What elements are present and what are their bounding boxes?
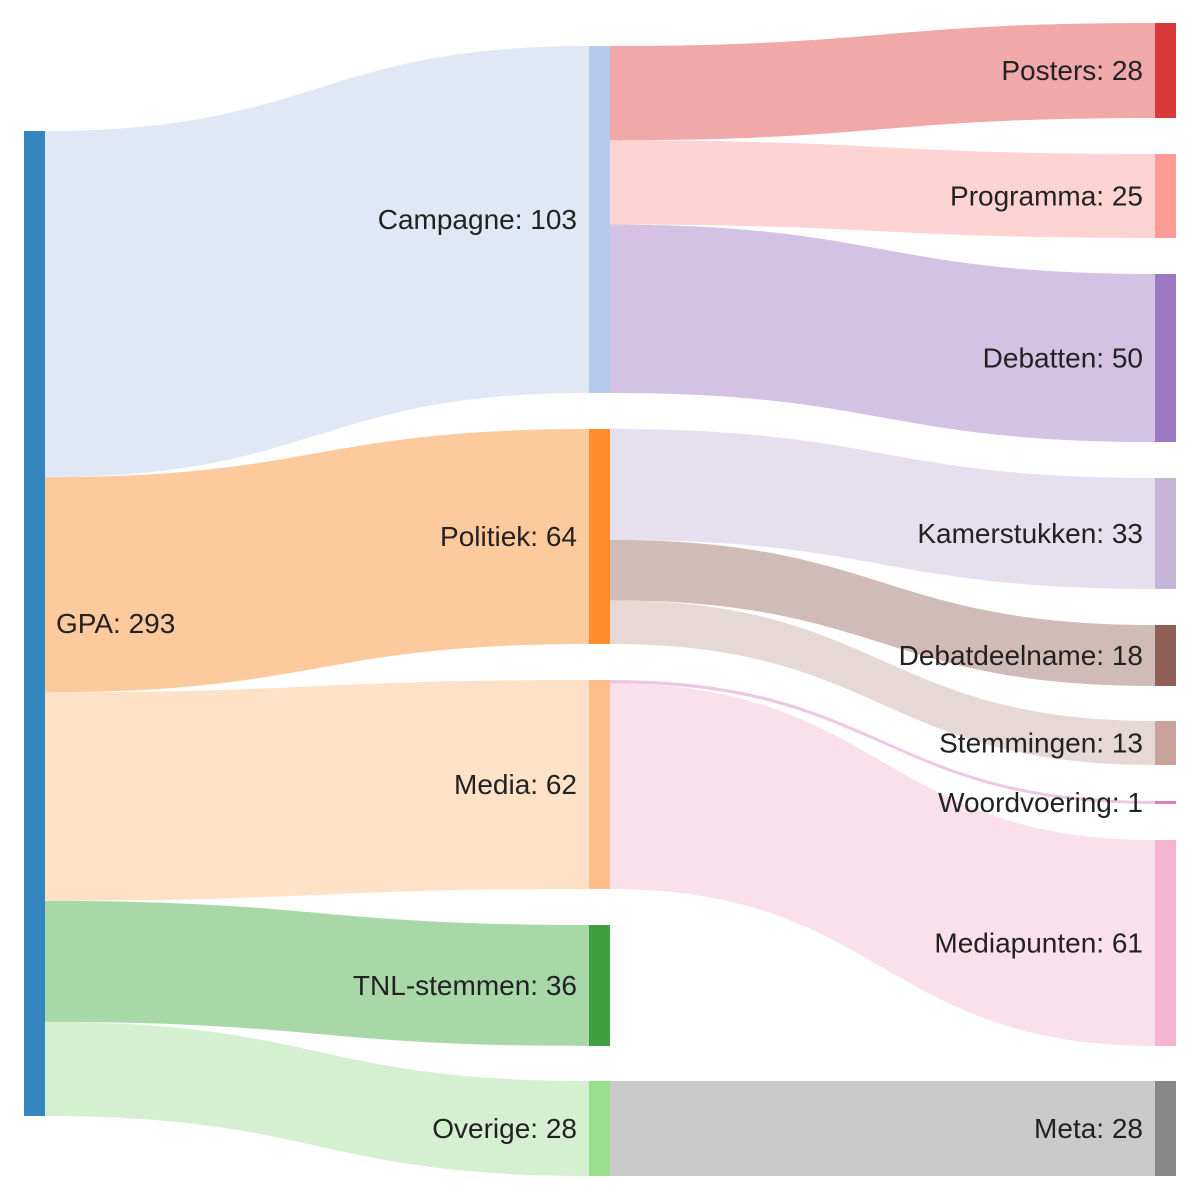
node-label-campagne: Campagne: 103 (378, 204, 577, 235)
node-woordvoering (1155, 801, 1176, 804)
node-gpa (24, 131, 45, 1116)
node-label-overige: Overige: 28 (432, 1113, 577, 1144)
node-label-stemmingen: Stemmingen: 13 (939, 728, 1143, 759)
link-gpa-to-politiek (45, 429, 589, 693)
node-debatdeelname (1155, 625, 1176, 686)
node-label-woordvoering: Woordvoering: 1 (938, 787, 1143, 818)
node-label-media: Media: 62 (454, 769, 577, 800)
node-label-politiek: Politiek: 64 (440, 521, 577, 552)
node-mediapunten (1155, 840, 1176, 1046)
link-media-to-woordvoering (610, 680, 1155, 804)
link-gpa-to-tnl-stemmen (45, 900, 589, 1046)
node-label-posters: Posters: 28 (1001, 55, 1143, 86)
link-campagne-to-posters (610, 23, 1155, 141)
node-media (589, 680, 610, 889)
node-kamerstukken (1155, 478, 1176, 589)
link-gpa-to-media (45, 680, 589, 901)
node-tnl-stemmen (589, 925, 610, 1046)
link-campagne-to-programma (610, 140, 1155, 238)
node-meta (1155, 1081, 1176, 1176)
node-posters (1155, 23, 1176, 118)
node-label-gpa: GPA: 293 (56, 608, 175, 639)
link-media-to-mediapunten (610, 683, 1155, 1046)
link-politiek-to-kamerstukken (610, 429, 1155, 589)
link-politiek-to-stemmingen (610, 600, 1155, 765)
node-stemmingen (1155, 721, 1176, 765)
link-overige-to-meta (610, 1081, 1155, 1176)
node-overige (589, 1081, 610, 1176)
node-label-mediapunten: Mediapunten: 61 (934, 928, 1143, 959)
node-label-kamerstukken: Kamerstukken: 33 (917, 518, 1143, 549)
sankey-nodes (24, 23, 1176, 1176)
node-label-debatten: Debatten: 50 (983, 343, 1143, 374)
link-gpa-to-overige (45, 1021, 589, 1176)
sankey-labels: GPA: 293 Campagne: 103 Politiek: 64 Media: … (56, 55, 1143, 1144)
node-programma (1155, 154, 1176, 238)
node-label-programma: Programma: 25 (950, 181, 1143, 212)
link-campagne-to-debatten (610, 224, 1155, 442)
node-politiek (589, 429, 610, 644)
node-label-meta: Meta: 28 (1034, 1113, 1143, 1144)
node-label-debatdeelname: Debatdeelname: 18 (899, 640, 1143, 671)
link-politiek-to-debatdeelname (610, 539, 1155, 686)
node-debatten (1155, 274, 1176, 442)
node-campagne (589, 46, 610, 393)
link-gpa-to-campagne (45, 46, 589, 478)
sankey-links (45, 23, 1155, 1176)
node-label-tnl-stemmen: TNL-stemmen: 36 (353, 970, 577, 1001)
